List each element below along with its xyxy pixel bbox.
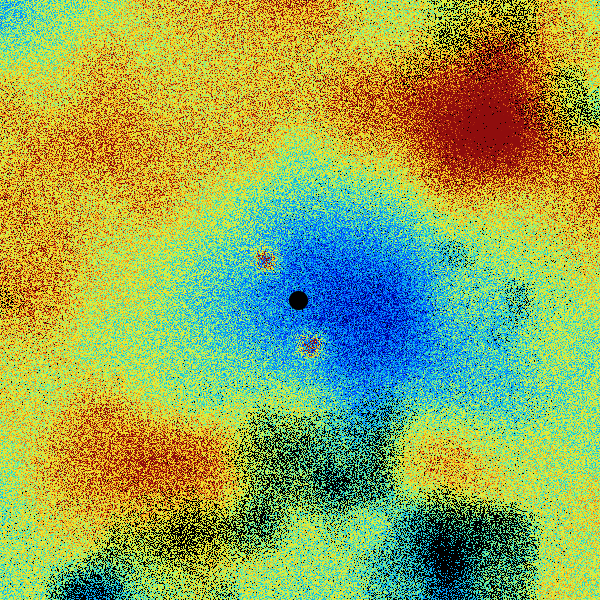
heatmap-canvas-container [0,0,600,600]
scientific-heatmap-image [0,0,600,600]
